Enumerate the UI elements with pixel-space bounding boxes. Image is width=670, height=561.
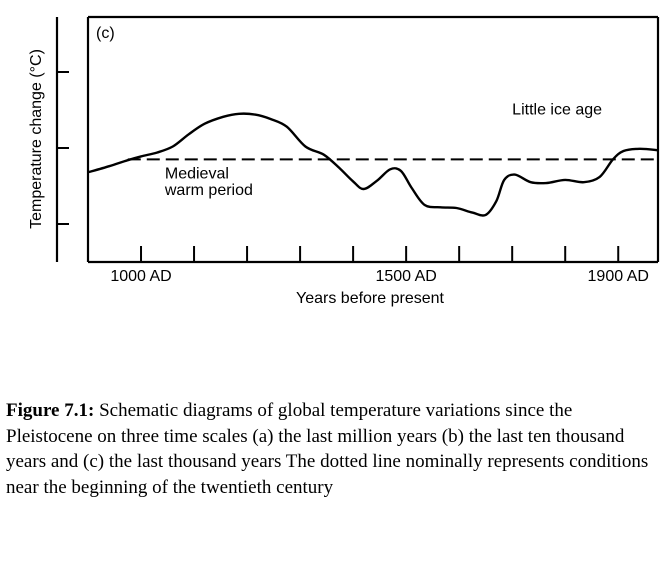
annotation-0: Little ice age <box>512 102 602 119</box>
annotation-2: warm period <box>164 182 253 199</box>
panel-label: (c) <box>96 25 115 42</box>
annotation-1: Medieval <box>165 165 229 182</box>
x-tick-label-1000: 1000 AD <box>110 268 171 285</box>
x-axis-title: Years before present <box>296 290 445 307</box>
ticks-layer <box>57 71 620 262</box>
temperature-series-line-0 <box>87 112 659 217</box>
caption-text: Schematic diagrams of global temperature… <box>6 400 649 498</box>
x-tick-label-1900: 1900 AD <box>588 268 649 285</box>
temperature-chart: 1000 AD 1500 AD 1900 AD Little ice age Medie… <box>28 15 660 307</box>
y-axis-title: Temperature change (°C) <box>28 49 45 229</box>
series-layer <box>87 112 659 217</box>
caption-lead: Figure 7.1: <box>6 400 95 421</box>
figure-caption: Figure 7.1: Schematic diagrams of global… <box>6 398 658 500</box>
chart-axes <box>55 15 660 264</box>
labels-layer: 1000 AD 1500 AD 1900 AD Little ice age Medie… <box>110 102 649 285</box>
x-tick-label-1500: 1500 AD <box>375 268 436 285</box>
